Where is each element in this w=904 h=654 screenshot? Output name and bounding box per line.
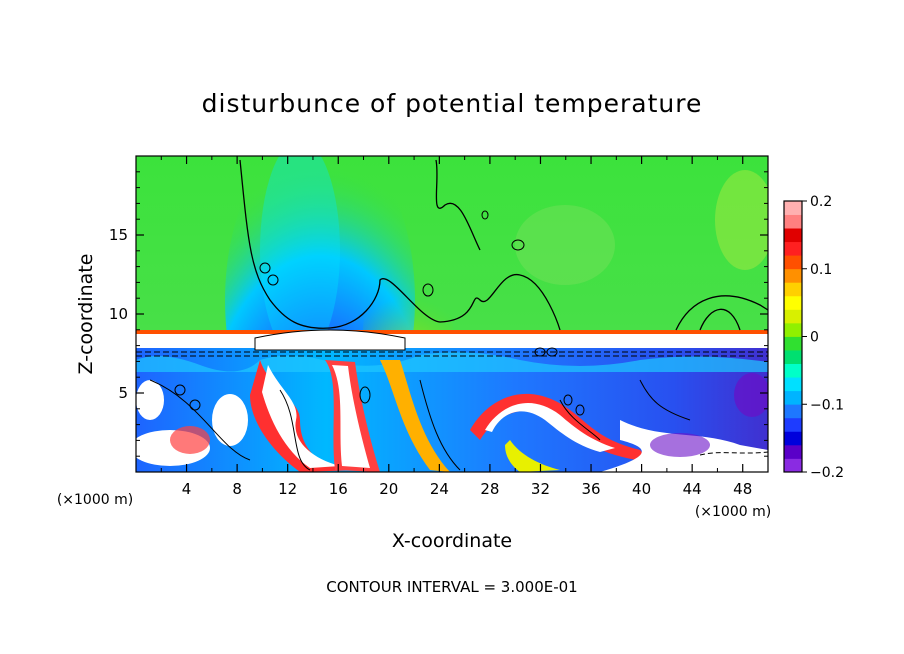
x-tick-label: 12 bbox=[278, 480, 297, 498]
colorbar-swatch bbox=[784, 241, 802, 256]
contour-interval-note: CONTOUR INTERVAL = 3.000E-01 bbox=[326, 578, 577, 596]
colorbar-swatch bbox=[784, 350, 802, 364]
y-tick-label: 5 bbox=[118, 384, 128, 402]
plot-field bbox=[136, 156, 768, 472]
colorbar-swatch bbox=[784, 228, 802, 243]
colorbar-swatch bbox=[784, 255, 802, 270]
y-axis-label: Z-coordinate bbox=[75, 254, 97, 375]
x-tick-label: 44 bbox=[683, 480, 702, 498]
colorbar-swatch bbox=[784, 363, 802, 378]
colorbar-swatch bbox=[784, 336, 802, 351]
y-tick-label: 15 bbox=[109, 226, 128, 244]
x-tick-label: 24 bbox=[430, 480, 449, 498]
y-tick-label: 10 bbox=[109, 305, 128, 323]
chart-title: disturbunce of potential temperature bbox=[202, 89, 703, 118]
colorbar-swatch bbox=[784, 282, 802, 297]
x-tick-label: 4 bbox=[182, 480, 192, 498]
colorbar: 0.2 0.1 0 −0.1 −0.2 bbox=[783, 194, 844, 481]
colorbar-swatch bbox=[784, 214, 802, 229]
x-tick-label: 40 bbox=[632, 480, 651, 498]
x-axis: 4 8 12 16 20 24 28 32 36 40 44 48 bbox=[160, 156, 752, 498]
x-tick-label: 20 bbox=[379, 480, 398, 498]
x-unit-left: (×1000 m) bbox=[57, 492, 133, 508]
colorbar-swatch bbox=[784, 444, 802, 459]
colorbar-swatch bbox=[784, 431, 802, 446]
colorbar-label: 0.1 bbox=[810, 262, 832, 278]
x-tick-label: 32 bbox=[531, 480, 550, 498]
colorbar-label: −0.2 bbox=[810, 465, 844, 481]
x-tick-label: 36 bbox=[581, 480, 600, 498]
x-tick-label: 16 bbox=[329, 480, 348, 498]
colorbar-swatch bbox=[784, 377, 802, 392]
colorbar-swatch bbox=[784, 201, 802, 215]
colorbar-swatch bbox=[784, 417, 802, 432]
y-axis: 5 10 15 bbox=[109, 171, 768, 457]
colorbar-swatch bbox=[784, 295, 802, 310]
colorbar-swatch bbox=[784, 268, 802, 283]
x-axis-label: X-coordinate bbox=[392, 530, 512, 552]
colorbar-swatch bbox=[784, 322, 802, 337]
colorbar-swatch bbox=[784, 404, 802, 419]
colorbar-swatch bbox=[784, 309, 802, 324]
colorbar-swatch bbox=[784, 458, 802, 473]
colorbar-label: 0 bbox=[810, 330, 819, 346]
x-tick-label: 28 bbox=[480, 480, 499, 498]
colorbar-label: −0.1 bbox=[810, 397, 844, 413]
x-unit-right: (×1000 m) bbox=[695, 504, 771, 520]
x-tick-label: 8 bbox=[232, 480, 242, 498]
colorbar-label: 0.2 bbox=[810, 194, 832, 210]
x-tick-label: 48 bbox=[733, 480, 752, 498]
colorbar-swatch bbox=[784, 390, 802, 405]
